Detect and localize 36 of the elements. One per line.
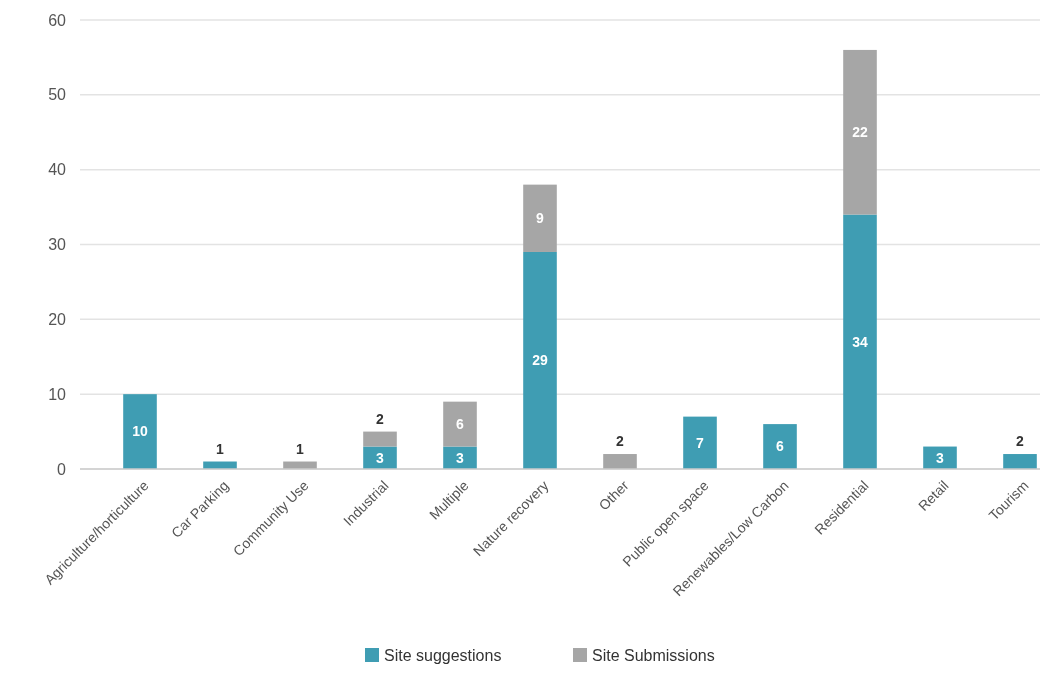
y-tick-label: 60 [48, 11, 67, 29]
bar [843, 49, 877, 215]
data-label: 1 [296, 440, 305, 457]
bar [523, 184, 557, 252]
data-label: 7 [696, 434, 705, 451]
data-label: 2 [376, 410, 385, 427]
data-label: 22 [852, 124, 868, 141]
bar [603, 454, 637, 469]
bar [683, 416, 717, 469]
data-label: 6 [776, 438, 785, 455]
y-tick-label: 0 [57, 460, 67, 478]
data-label: 6 [456, 416, 465, 432]
data-label: 34 [852, 333, 868, 350]
bar [763, 424, 797, 469]
bar [363, 431, 397, 447]
y-tick-label: 10 [48, 385, 67, 403]
data-label: 2 [1016, 433, 1025, 450]
y-tick-label: 20 [48, 310, 67, 328]
data-label: 29 [532, 352, 548, 369]
data-label: 3 [456, 449, 465, 466]
data-label: 3 [376, 449, 385, 466]
y-tick-label: 40 [48, 161, 67, 179]
data-label: 10 [132, 423, 148, 440]
y-tick-label: 30 [48, 236, 67, 254]
bar [523, 251, 557, 469]
y-tick-label: 50 [48, 86, 67, 104]
bar [843, 214, 877, 469]
legend-label: Site suggestions [384, 646, 502, 664]
data-label: 1 [216, 440, 225, 457]
bar [443, 401, 477, 447]
data-label: 2 [616, 433, 625, 450]
bar [1003, 454, 1037, 469]
data-label: 3 [936, 449, 945, 466]
legend-label: Site Submissions [592, 646, 715, 664]
bar [123, 394, 157, 469]
data-label: 9 [536, 210, 545, 227]
